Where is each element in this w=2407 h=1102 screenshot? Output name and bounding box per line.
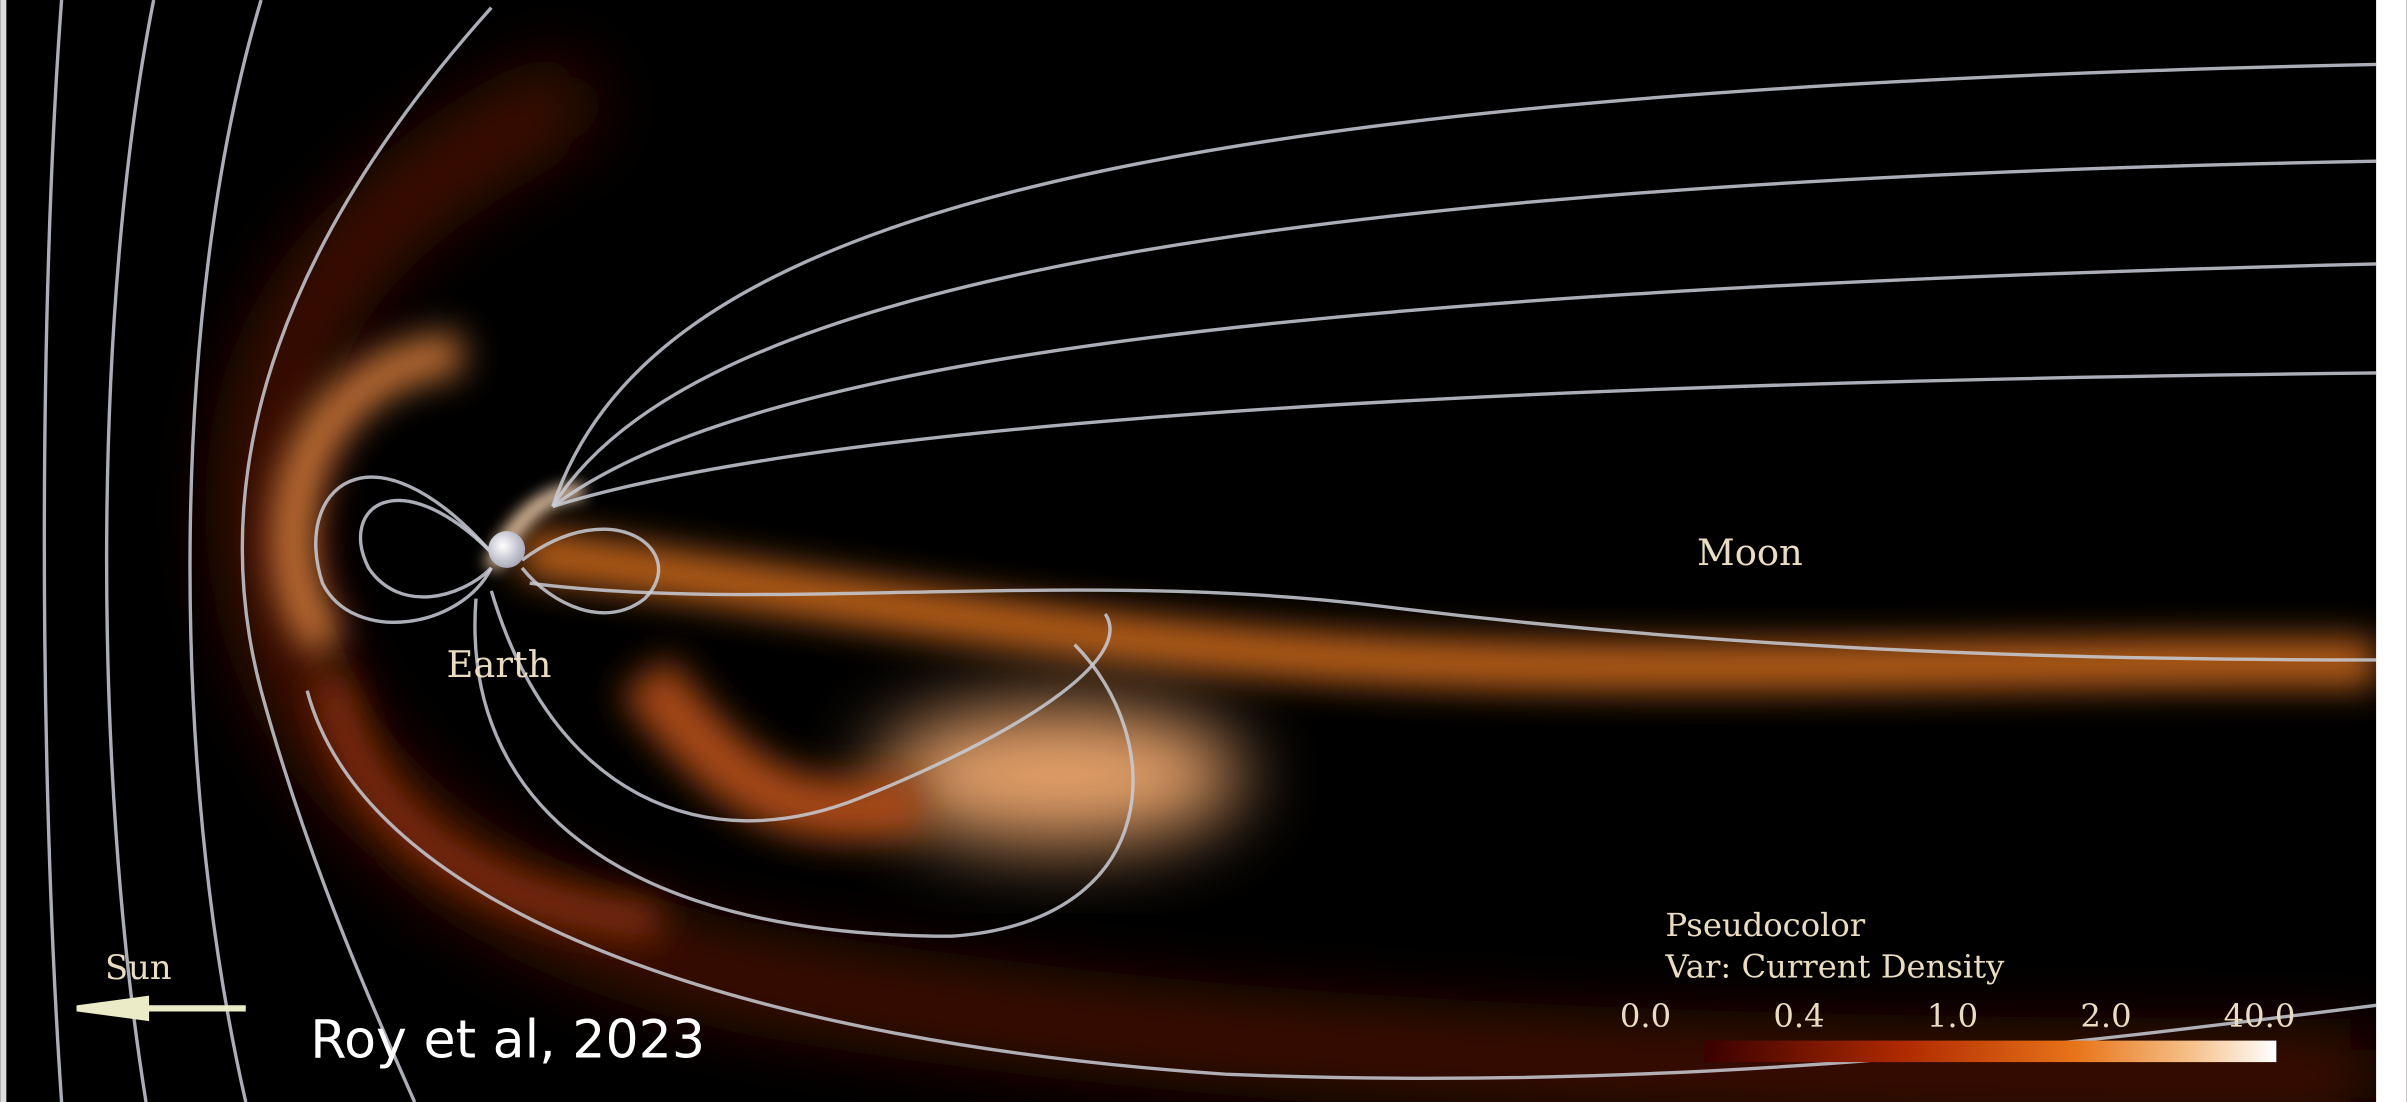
moon-label: Moon — [1697, 531, 1803, 574]
earth-label: Earth — [447, 643, 552, 686]
colorbar-tick-label: 0.0 — [1620, 997, 1671, 1035]
colorbar-tick-label: 0.4 — [1773, 997, 1824, 1035]
field-lines — [42, 0, 2377, 1102]
sun-label: Sun — [105, 948, 172, 987]
left-border — [0, 0, 7, 1102]
colorbar — [1703, 1040, 2277, 1063]
colorbar-tick-label: 1.0 — [1927, 997, 1978, 1035]
credit: Roy et al, 2023 — [310, 1010, 705, 1070]
colorbar-title: Pseudocolor — [1665, 906, 1865, 944]
right-border — [2376, 0, 2407, 1102]
colorbar-tick-label: 2.0 — [2080, 997, 2131, 1035]
colorbar-tick-label: 40.0 — [2224, 997, 2296, 1035]
colorbar-variable: Var: Current Density — [1664, 948, 2005, 986]
sun-arrow — [76, 995, 246, 1022]
